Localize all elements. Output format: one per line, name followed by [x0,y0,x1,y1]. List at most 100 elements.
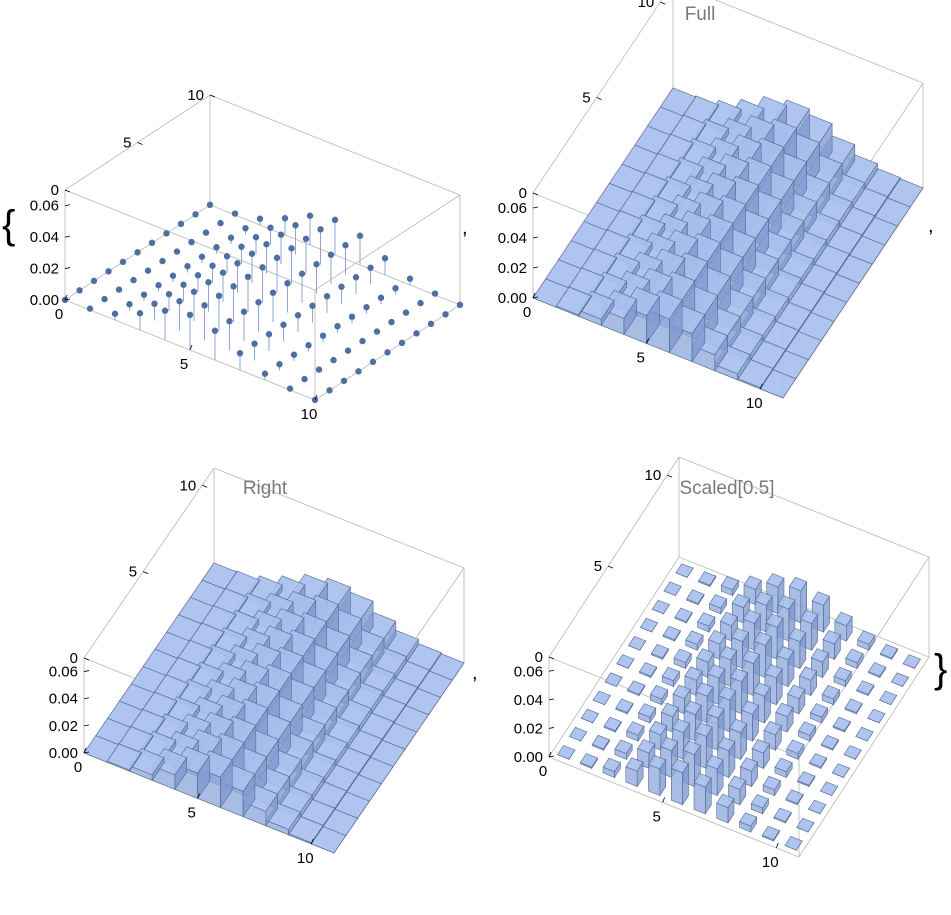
data-point [130,276,137,284]
data-point [369,358,377,366]
data-point [294,312,302,319]
data-point [161,307,169,314]
z-tick-label: 0.06 [30,198,59,215]
data-point [209,262,216,269]
bar [822,630,841,661]
data-point [230,283,237,290]
bar [902,654,921,670]
bar [651,599,670,615]
data-point [244,273,252,281]
bar [855,726,874,743]
bar [763,720,782,752]
data-point [205,279,212,286]
bar [719,645,738,688]
data-point [305,342,312,349]
data-point [140,291,148,298]
bar [616,654,635,670]
x-tick-label: 10 [297,850,314,867]
bar [821,685,840,706]
bar [809,753,828,770]
data-point [242,225,249,232]
z-tick-label: 0.06 [49,664,78,681]
bar [719,611,739,643]
data-point [290,351,298,358]
data-point [159,257,166,265]
z-tick-label: 0.02 [49,718,78,735]
data-point [119,258,127,266]
data-point [281,215,289,222]
bar [843,745,862,761]
data-point [286,385,294,392]
x-tick-label: 5 [187,804,195,821]
data-point [223,253,231,260]
bar [106,743,142,773]
data-point [273,254,281,262]
bar [673,648,692,670]
bar [820,734,839,752]
bar [796,817,815,834]
data-point [381,255,389,262]
y-tick-label: 10 [638,0,655,11]
data-point [284,280,291,287]
data-point [431,290,439,297]
bar [856,680,875,697]
bar [604,672,623,688]
data-point [265,331,273,338]
data-point [298,270,306,277]
bar [614,739,633,761]
bar [693,773,712,815]
bar [798,721,817,743]
data-point [442,311,449,318]
z-tick-label: 0.00 [514,749,543,766]
bar [759,369,797,399]
data-point [292,222,299,229]
bar [774,757,793,779]
bar [639,662,658,679]
bar [808,799,827,815]
x-tick-label: 10 [301,406,318,423]
plot-title: Full [685,4,716,25]
bar [819,781,839,797]
open-brace: { [2,203,15,247]
bar [845,648,864,670]
data-point [302,235,310,243]
bar [867,708,886,724]
data-point [334,323,341,330]
data-point [331,216,339,224]
bar [890,672,909,688]
bar [879,690,898,706]
data-point [269,289,277,296]
data-point [280,321,287,328]
data-point [288,245,295,252]
bar [625,757,644,788]
bar [705,755,724,797]
data-point [327,251,335,258]
bar [615,698,634,715]
z-tick-label: 0.04 [514,692,543,709]
data-point [163,230,170,237]
data-point [301,375,308,383]
bar [762,775,781,797]
bar [857,630,876,652]
z-tick-label: 0.02 [30,261,59,278]
data-point [406,275,414,282]
y-tick-label: 10 [179,477,196,494]
data-point [213,244,220,251]
bar [740,700,759,743]
bar [569,726,588,743]
bar [831,763,850,779]
data-point [398,339,406,347]
bar [720,575,739,597]
z-tick-label: 0.02 [514,720,543,737]
data-point [427,320,435,328]
bar [661,666,680,688]
bar [785,789,804,806]
data-point [319,332,327,339]
data-point [355,368,362,375]
bar [709,594,728,615]
x-tick-label: 5 [652,808,660,825]
data-point [326,387,333,394]
